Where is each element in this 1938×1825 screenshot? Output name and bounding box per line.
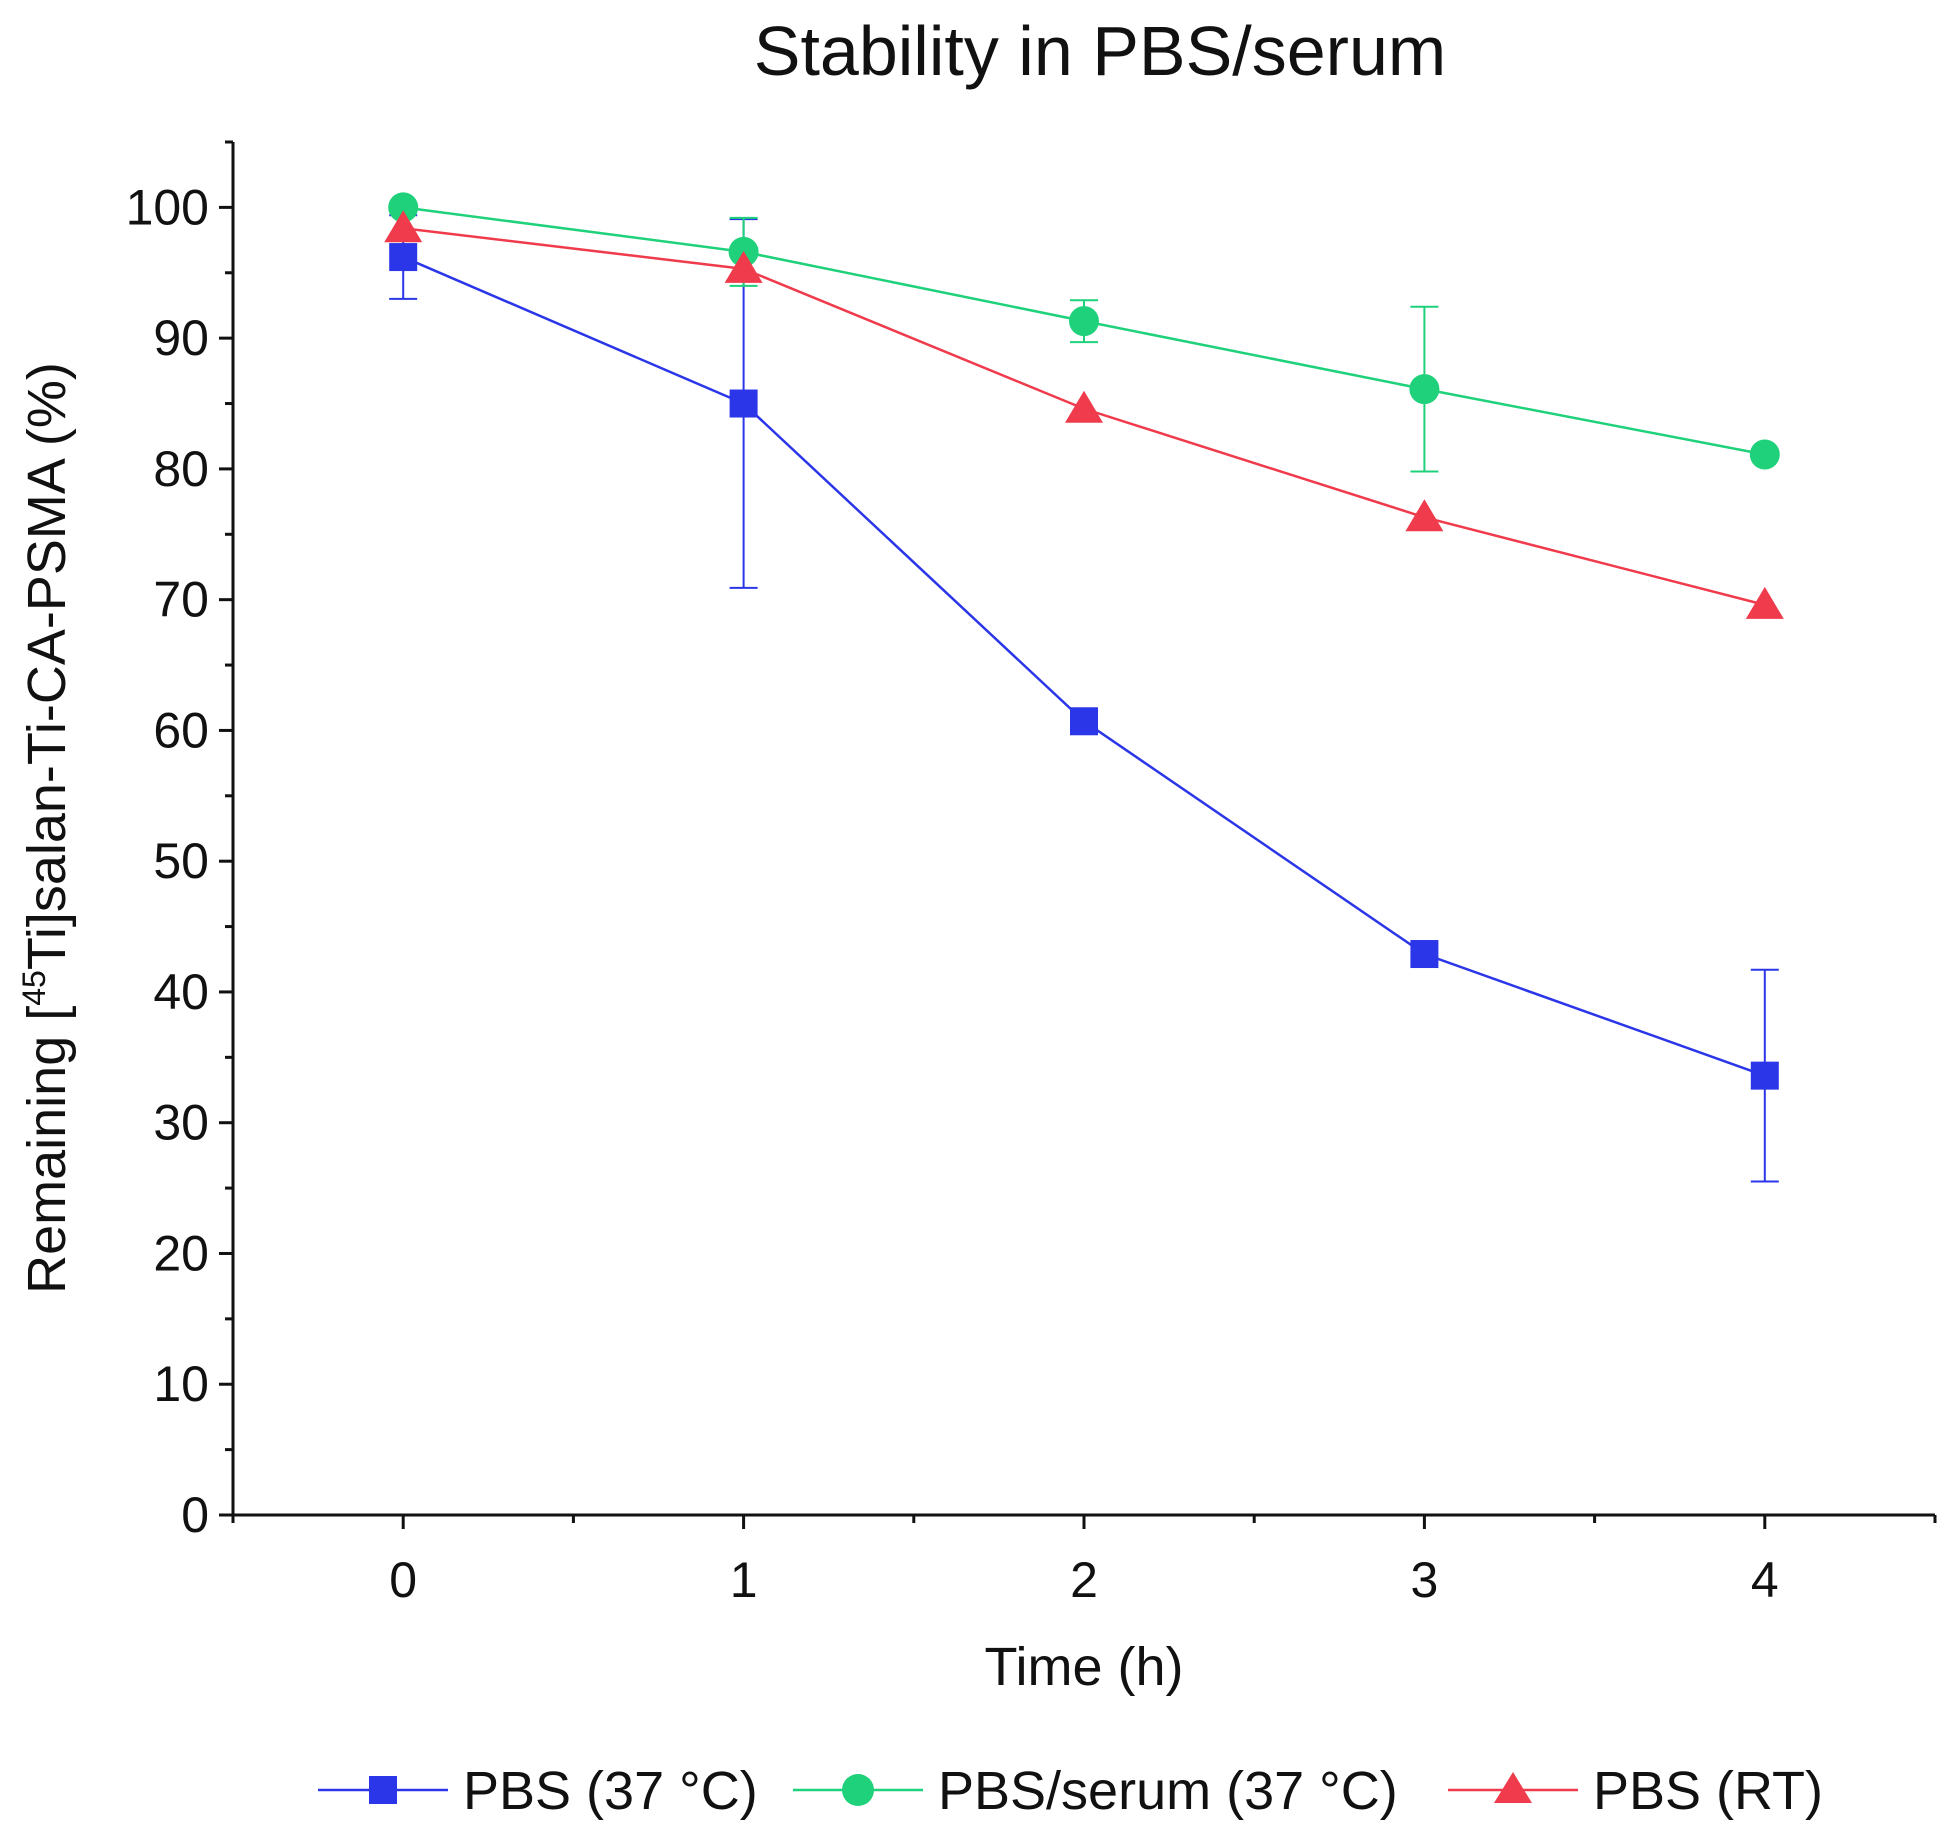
data-point-pbs-37 [1750, 1061, 1779, 1090]
x-axis-label: Time (h) [985, 1637, 1184, 1697]
y-tick-label: 70 [153, 572, 209, 628]
y-tick-label: 50 [153, 833, 209, 889]
y-tick-label: 30 [153, 1095, 209, 1151]
chart-title: Stability in PBS/serum [754, 12, 1446, 90]
data-point-pbs-rt [1405, 499, 1444, 532]
series-line-pbs-37 [402, 255, 1766, 1077]
y-tick-label: 20 [153, 1225, 209, 1281]
y-tick-label: 0 [181, 1487, 209, 1543]
legend-item-pbs-rt: PBS (RT) [1448, 1761, 1823, 1821]
y-tick-label: 10 [153, 1356, 209, 1412]
x-tick-label: 1 [730, 1552, 758, 1608]
data-point-pbs-serum [1749, 439, 1780, 470]
x-tick-label: 0 [389, 1552, 417, 1608]
x-tick-label: 3 [1410, 1552, 1438, 1608]
y-axis-label-superscript: 45 [16, 970, 52, 1006]
legend-item-pbs-37: PBS (37 °C) [318, 1761, 758, 1821]
ticks: 0 10 20 30 40 50 60 70 80 90 100 0 1 2 3 4 [126, 140, 1937, 1608]
data-point-pbs-serum [1409, 374, 1440, 405]
legend-marker-triangle [1494, 1772, 1532, 1803]
y-axis-label-suffix: Ti]salan-Ti-CA-PSMA (%) [17, 362, 77, 970]
data-point-pbs-37 [1070, 707, 1098, 736]
y-tick-label: 100 [126, 179, 209, 235]
data-point-pbs-serum [388, 192, 419, 223]
legend-marker-square [369, 1776, 397, 1804]
data-point-pbs-rt [1745, 586, 1784, 619]
legend-marker-circle [842, 1774, 874, 1806]
y-tick-label: 80 [153, 441, 209, 497]
legend: PBS (37 °C) PBS/serum (37 °C) PBS (RT) [318, 1761, 1823, 1821]
data-point-pbs-rt [384, 210, 423, 243]
legend-label-pbs-serum: PBS/serum (37 °C) [938, 1761, 1398, 1821]
markers [384, 192, 1784, 1090]
y-axis-label: Remaining [45Ti]salan-Ti-CA-PSMA (%) [16, 362, 77, 1294]
data-point-pbs-rt [724, 250, 763, 283]
legend-label-pbs-rt: PBS (RT) [1593, 1761, 1823, 1821]
data-point-pbs-37 [729, 389, 758, 418]
data-point-pbs-37 [389, 243, 418, 272]
data-point-pbs-rt [1065, 390, 1103, 423]
y-tick-label: 40 [153, 964, 209, 1020]
legend-label-pbs-37: PBS (37 °C) [463, 1761, 758, 1821]
axes [231, 142, 1935, 1517]
error-bars [389, 214, 1779, 1183]
x-tick-label: 2 [1070, 1552, 1098, 1608]
x-tick-label: 4 [1751, 1552, 1779, 1608]
legend-item-pbs-serum: PBS/serum (37 °C) [793, 1761, 1398, 1821]
data-point-pbs-37 [1410, 940, 1439, 969]
y-axis-label-prefix: Remaining [ [17, 1006, 77, 1294]
y-tick-label: 90 [153, 310, 209, 366]
y-tick-label: 60 [153, 702, 209, 758]
data-point-pbs-serum [1069, 306, 1099, 337]
